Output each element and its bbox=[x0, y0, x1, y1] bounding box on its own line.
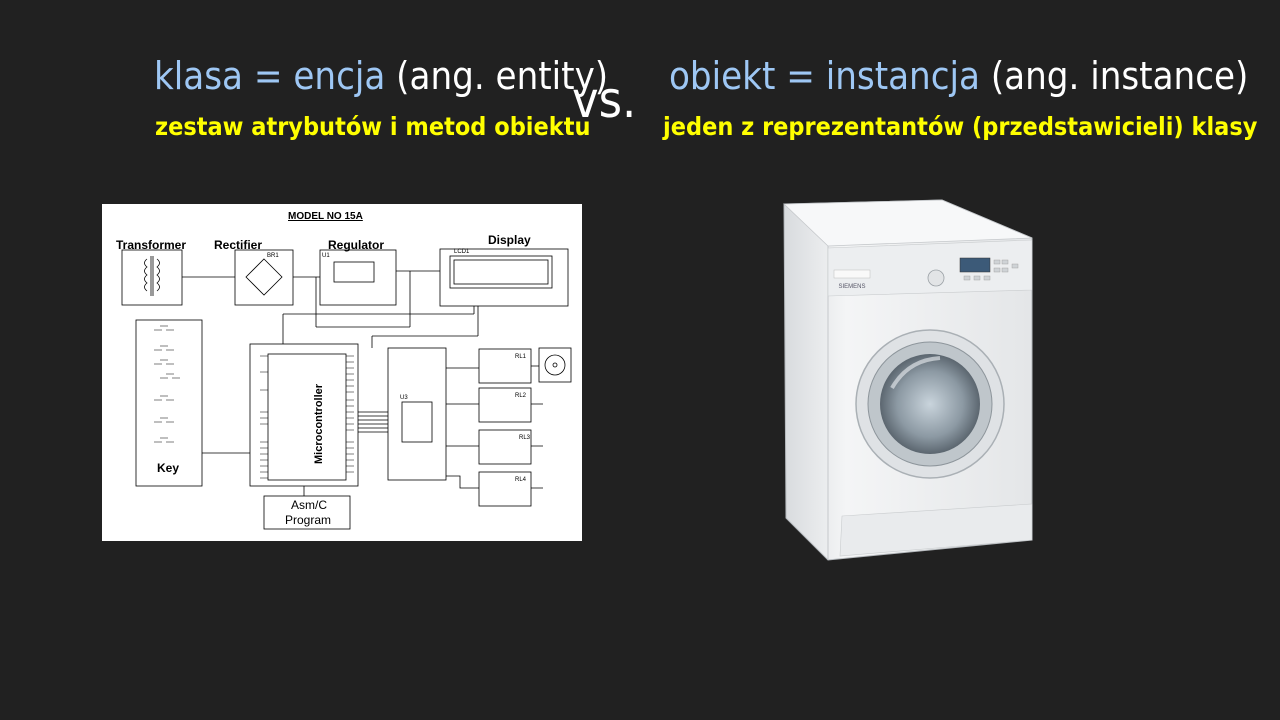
display-block bbox=[439, 248, 569, 307]
transformer-block bbox=[121, 249, 183, 306]
display-panel bbox=[959, 257, 991, 273]
circuit-diagram-image: MODEL NO 15A Transformer Rectifier Regul… bbox=[102, 204, 582, 541]
brand-label: SIEMENS bbox=[838, 284, 865, 290]
relay-4 bbox=[478, 471, 532, 507]
class-title-rest: (ang. entity) bbox=[385, 54, 609, 98]
object-subtitle: jeden z reprezentantów (przedstawicieli)… bbox=[663, 112, 1258, 141]
relay-3-label: RL3 bbox=[519, 435, 531, 441]
driver-block bbox=[387, 347, 447, 481]
microcontroller-block bbox=[249, 343, 359, 487]
relay-2-label: RL2 bbox=[515, 393, 527, 399]
program-label-line1: Asm/C bbox=[291, 498, 327, 512]
br-label: BR1 bbox=[267, 253, 279, 259]
vs-label: vs. bbox=[572, 71, 637, 129]
microcontroller-label: Microcontroller bbox=[313, 383, 325, 464]
rectifier-label: Rectifier bbox=[214, 238, 262, 252]
motor-block bbox=[538, 347, 572, 383]
program-label-line2: Program bbox=[285, 513, 331, 527]
class-subtitle: zestaw atrybutów i metod obiektu bbox=[155, 112, 591, 141]
relay-1-label: RL1 bbox=[515, 354, 527, 360]
display-label: Display bbox=[488, 233, 531, 247]
program-dial-icon bbox=[927, 269, 945, 287]
object-title-highlight: obiekt = instancja bbox=[669, 54, 980, 98]
key-block bbox=[135, 319, 203, 487]
lcd-label: LCD1 bbox=[454, 249, 470, 255]
relay-4-label: RL4 bbox=[515, 477, 527, 483]
class-title-highlight: klasa = encja bbox=[154, 54, 386, 98]
circuit-diagram: MODEL NO 15A Transformer Rectifier Regul… bbox=[116, 211, 572, 530]
key-label: Key bbox=[157, 461, 179, 475]
u3-label: U3 bbox=[400, 395, 408, 401]
door-glass bbox=[880, 354, 980, 454]
u1-label: U1 bbox=[322, 253, 330, 259]
object-title-rest: (ang. instance) bbox=[979, 54, 1249, 98]
relay-3 bbox=[478, 429, 532, 465]
service-panel bbox=[839, 503, 1033, 557]
class-title: klasa = encja (ang. entity) bbox=[154, 52, 608, 100]
washing-machine: SIEMENS bbox=[783, 199, 1033, 561]
regulator-label: Regulator bbox=[328, 238, 384, 252]
rectifier-block bbox=[234, 249, 294, 306]
model-label: MODEL NO 15A bbox=[288, 211, 363, 222]
relay-2 bbox=[478, 387, 532, 423]
regulator-block bbox=[319, 249, 397, 306]
object-title: obiekt = instancja (ang. instance) bbox=[669, 52, 1248, 100]
transformer-label: Transformer bbox=[116, 238, 186, 252]
program-block bbox=[263, 495, 351, 530]
washing-machine-image: SIEMENS bbox=[780, 198, 1036, 564]
